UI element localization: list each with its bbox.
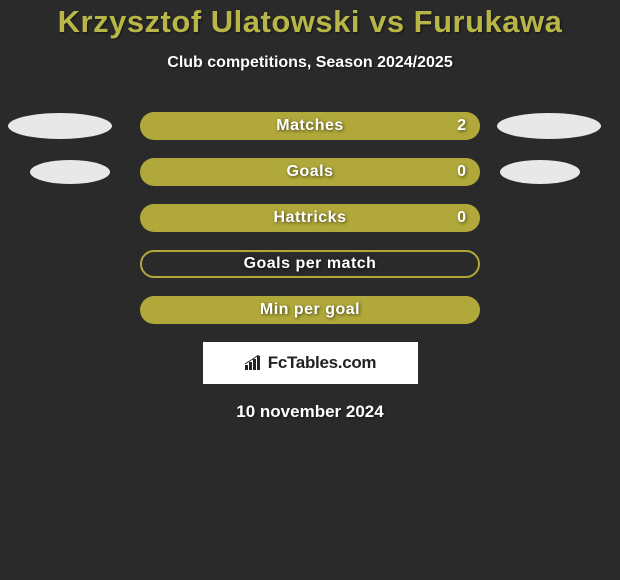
header: Krzysztof Ulatowski vs Furukawa Club com… [0,0,620,72]
stat-bar: Hattricks 0 [140,204,480,232]
bar-chart-icon [244,355,264,371]
brand-name: FcTables.com [268,353,377,373]
subtitle: Club competitions, Season 2024/2025 [0,54,620,72]
stat-bar: Min per goal [140,296,480,324]
stat-bar: Goals per match [140,250,480,278]
stat-label: Hattricks [274,209,347,227]
stat-row-goals: Goals 0 [0,158,620,186]
stat-label: Goals [287,163,334,181]
comparison-panel: Matches 2 Goals 0 Hattricks 0 Goals per … [0,112,620,324]
brand-logo[interactable]: FcTables.com [203,342,418,384]
player-photo-left [30,160,110,184]
player-photo-right [500,160,580,184]
stat-bar: Goals 0 [140,158,480,186]
stat-value: 0 [457,163,466,181]
stat-bar: Matches 2 [140,112,480,140]
stat-value: 2 [457,117,466,135]
stat-label: Goals per match [244,255,377,273]
stat-label: Matches [276,117,344,135]
date-label: 10 november 2024 [0,402,620,422]
stat-row-hattricks: Hattricks 0 [0,204,620,232]
stat-value: 0 [457,209,466,227]
player-photo-right [497,113,601,139]
page-title: Krzysztof Ulatowski vs Furukawa [0,4,620,40]
stat-row-min-per-goal: Min per goal [0,296,620,324]
player-photo-left [8,113,112,139]
stat-label: Min per goal [260,301,360,319]
stat-row-goals-per-match: Goals per match [0,250,620,278]
stat-row-matches: Matches 2 [0,112,620,140]
